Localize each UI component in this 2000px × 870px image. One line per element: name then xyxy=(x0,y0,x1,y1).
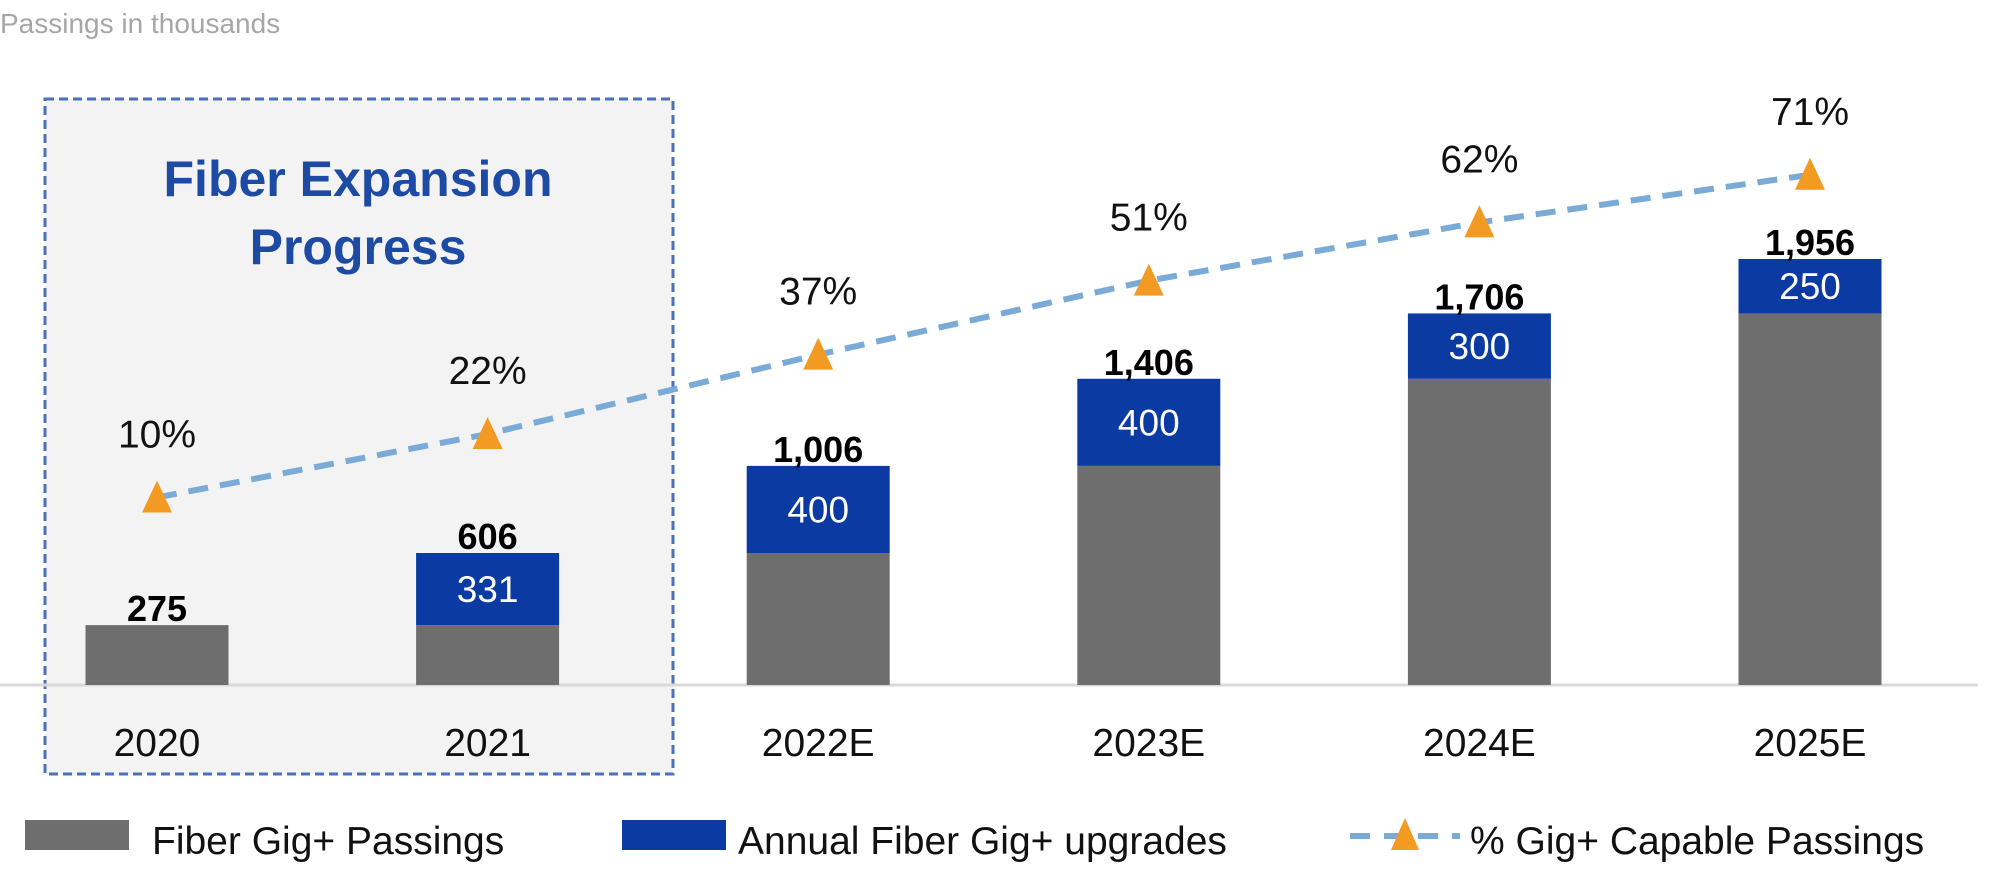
pct-label: 51% xyxy=(1110,197,1188,240)
upgrade-label: 400 xyxy=(787,489,849,530)
bar-annual-upgrades xyxy=(746,465,890,554)
bar-fiber-passings xyxy=(1407,378,1551,685)
total-label: 1,406 xyxy=(1104,342,1194,383)
bar-annual-upgrades xyxy=(1738,258,1882,314)
legend-label-annual-upgrades: Annual Fiber Gig+ upgrades xyxy=(738,820,1227,863)
bar-annual-upgrades xyxy=(416,553,560,626)
pct-marker-triangle xyxy=(142,480,172,513)
pct-label: 22% xyxy=(449,350,527,393)
x-tick-label: 2023E xyxy=(1092,722,1205,765)
x-tick-label: 2020 xyxy=(114,722,201,765)
x-tick-label: 2025E xyxy=(1754,722,1867,765)
total-label: 275 xyxy=(127,588,187,629)
legend-swatch-fiber-passings xyxy=(25,820,129,850)
bar-fiber-passings xyxy=(1077,465,1221,685)
bar-fiber-passings xyxy=(85,625,229,685)
pct-label: 37% xyxy=(779,271,857,314)
pct-marker-triangle xyxy=(1795,157,1825,190)
pct-marker-triangle xyxy=(1133,263,1164,296)
upgrade-label: 250 xyxy=(1779,266,1841,307)
bar-fiber-passings xyxy=(1738,313,1882,685)
pct-label: 62% xyxy=(1440,138,1518,181)
bar-annual-upgrades xyxy=(1407,313,1551,379)
pct-marker-triangle xyxy=(472,417,503,450)
total-label: 1,706 xyxy=(1434,276,1524,317)
upgrade-label: 331 xyxy=(457,569,519,610)
upgrade-label: 400 xyxy=(1118,402,1180,443)
legend-label-pct: % Gig+ Capable Passings xyxy=(1470,820,1924,863)
bar-fiber-passings xyxy=(746,553,890,685)
pct-line xyxy=(156,171,1811,501)
upgrade-label: 300 xyxy=(1449,326,1511,367)
pct-label: 71% xyxy=(1771,91,1849,134)
total-label: 1,006 xyxy=(773,429,863,470)
legend: Fiber Gig+ Passings Annual Fiber Gig+ upg… xyxy=(25,818,1924,863)
legend-triangle-icon xyxy=(1391,818,1419,850)
total-label: 606 xyxy=(458,516,518,557)
pct-marker-triangle xyxy=(1464,205,1495,238)
legend-swatch-annual-upgrades xyxy=(622,820,726,850)
pct-label: 10% xyxy=(118,414,196,457)
callout-title-line-1: Fiber Expansion xyxy=(164,151,553,207)
legend-label-fiber-passings: Fiber Gig+ Passings xyxy=(152,820,504,863)
x-tick-label: 2021 xyxy=(444,722,531,765)
x-tick-label: 2024E xyxy=(1423,722,1536,765)
bar-fiber-passings xyxy=(416,625,560,685)
callout-title-line-2: Progress xyxy=(250,219,467,275)
x-tick-label: 2022E xyxy=(762,722,875,765)
chart-subtitle: Passings in thousands xyxy=(0,8,280,39)
bar-annual-upgrades xyxy=(1077,378,1221,466)
total-label: 1,956 xyxy=(1765,222,1855,263)
pct-marker-triangle xyxy=(803,337,834,370)
